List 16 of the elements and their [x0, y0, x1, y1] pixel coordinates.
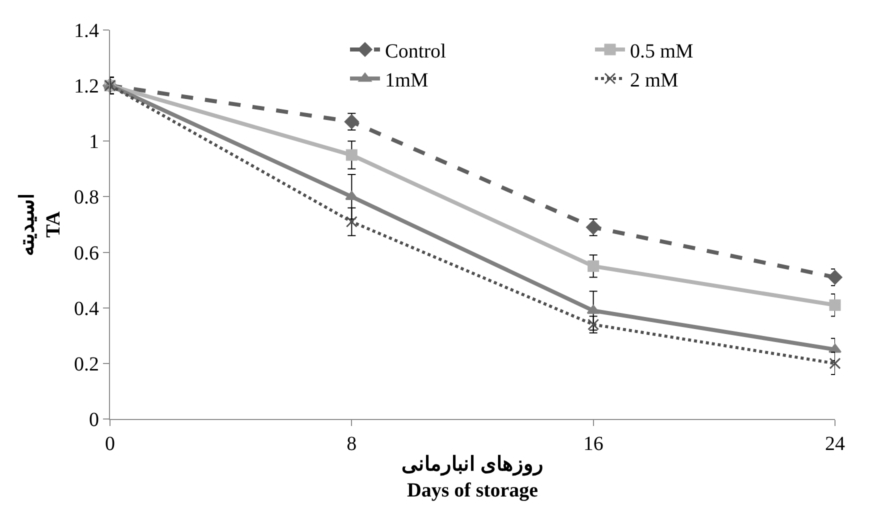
y-tick-label: 0 — [89, 409, 99, 431]
y-tick-label: 1.2 — [74, 76, 99, 98]
y-tick-label: 1 — [89, 131, 99, 154]
x-tick-label: 24 — [825, 433, 845, 455]
y-tick-label: 1.4 — [74, 20, 99, 42]
x-tick-label: 0 — [105, 433, 115, 455]
legend-label: Control — [385, 40, 447, 62]
y-tick-label: 0.8 — [74, 186, 99, 209]
y-tick-label: 0.6 — [74, 242, 99, 264]
y-tick-label: 0.4 — [74, 298, 99, 320]
x-tick-label: 16 — [583, 433, 604, 455]
legend-label: 1mM — [385, 69, 429, 92]
x-tick-label: 8 — [346, 433, 357, 455]
legend-label: 2 mM — [630, 69, 679, 92]
y-tick-label: 0.2 — [74, 353, 99, 376]
legend-label: 0.5 mM — [630, 40, 694, 62]
